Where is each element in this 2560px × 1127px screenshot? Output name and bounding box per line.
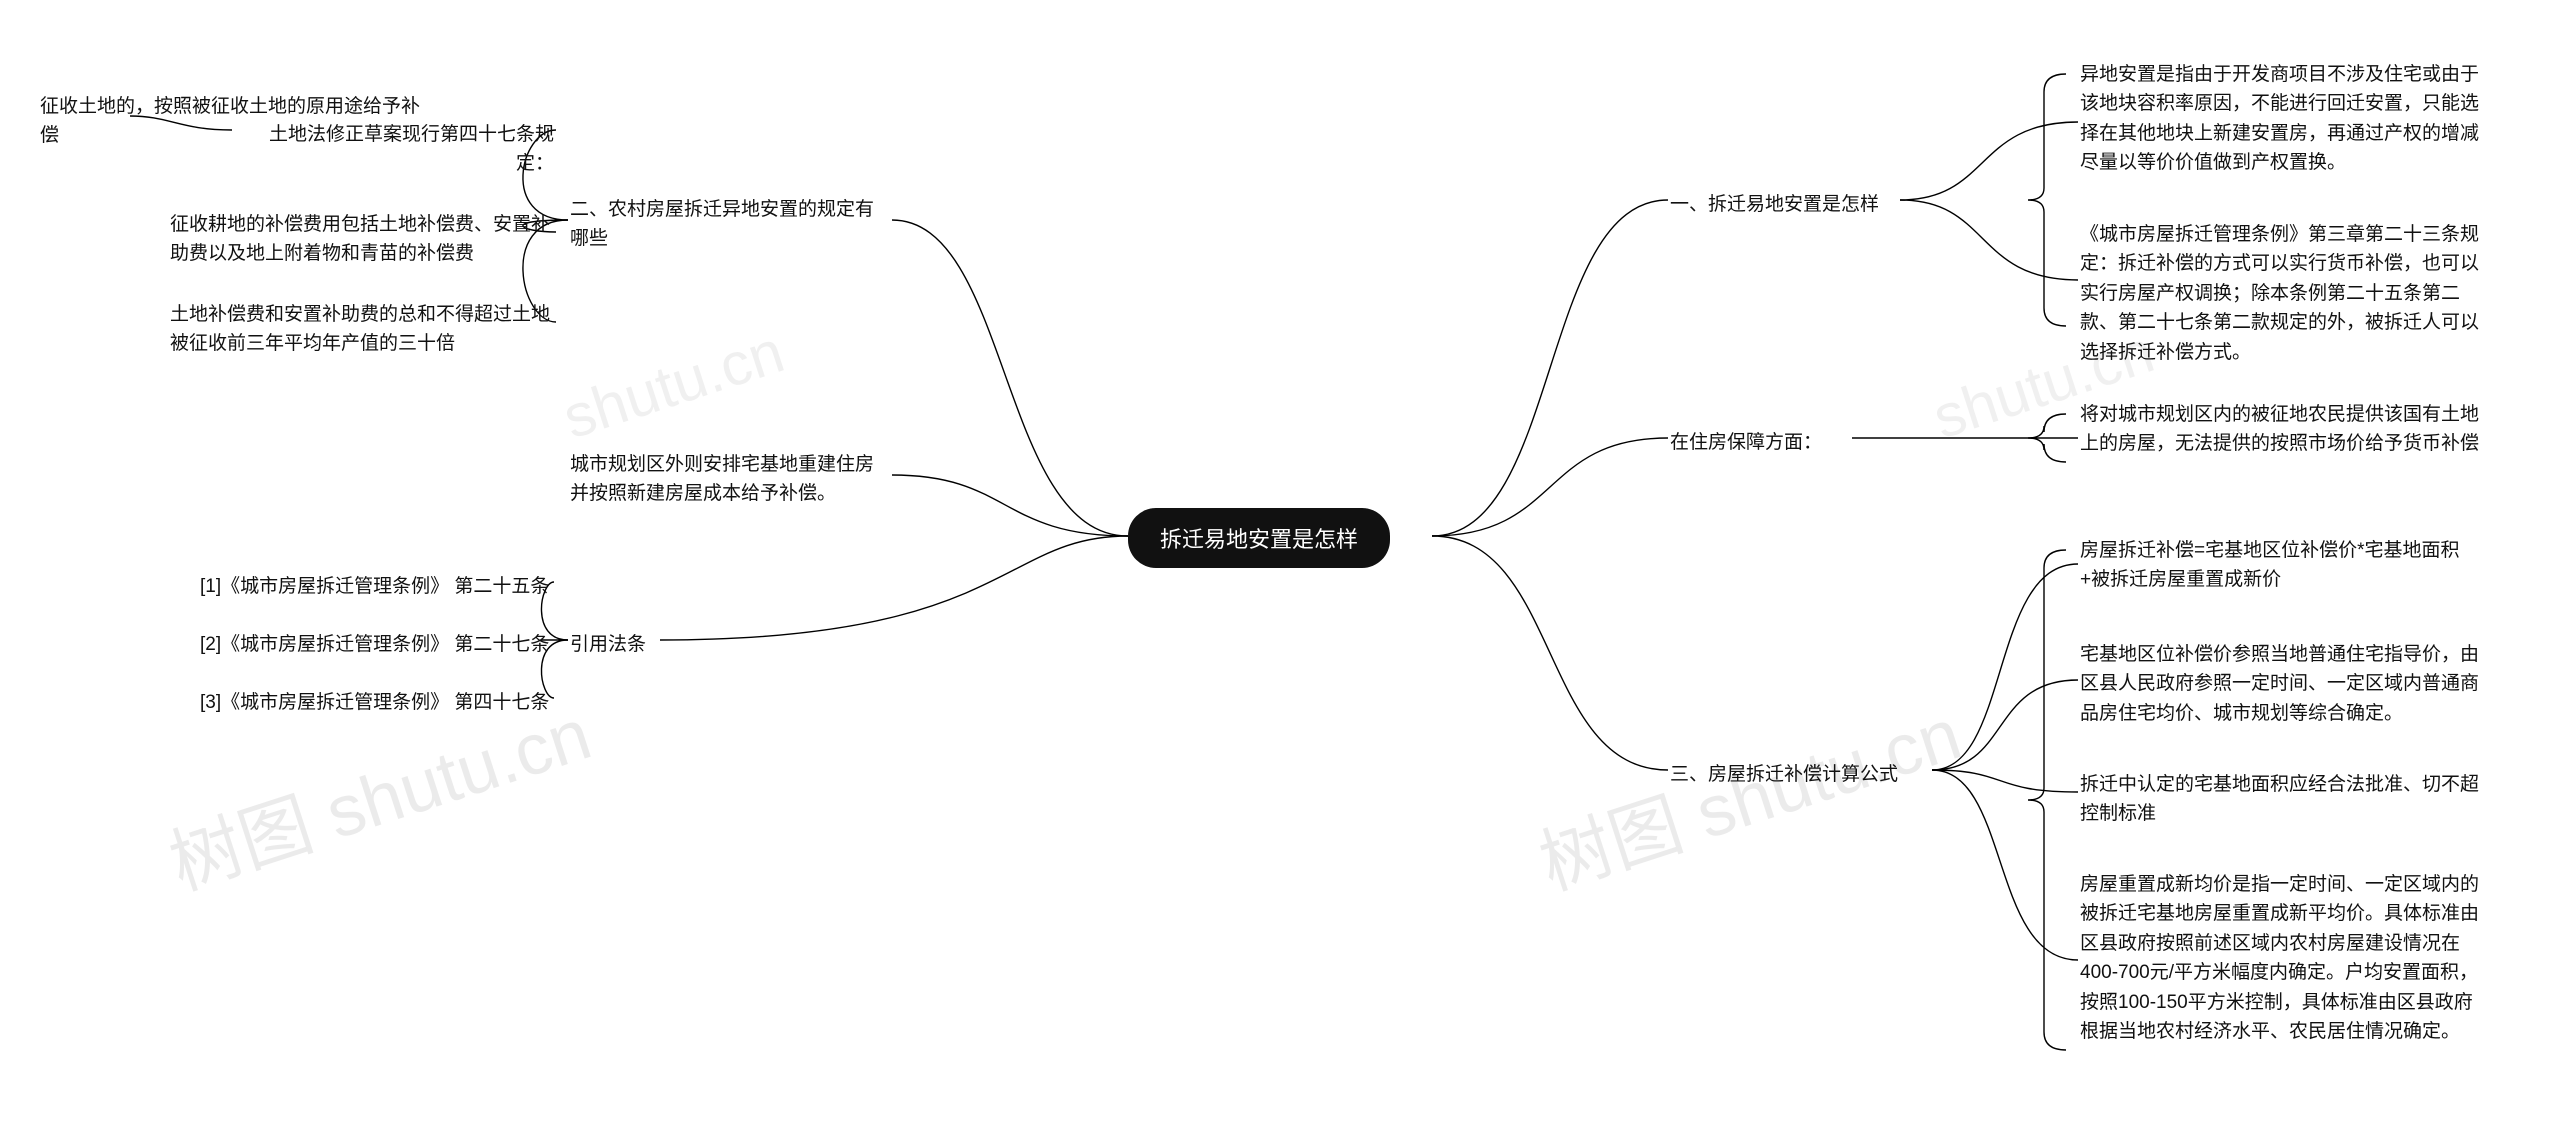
bracket	[2028, 550, 2066, 1050]
leaf-left-2-0[interactable]: [1]《城市房屋拆迁管理条例》 第二十五条	[200, 572, 552, 601]
edge	[892, 220, 1128, 536]
leaf-left-2-1[interactable]: [2]《城市房屋拆迁管理条例》 第二十七条	[200, 630, 552, 659]
leaf-right-0-1[interactable]: 《城市房屋拆迁管理条例》第三章第二十三条规定：拆迁补偿的方式可以实行货币补偿，也…	[2080, 220, 2480, 367]
leaf-left-0-1[interactable]: 征收耕地的补偿费用包括土地补偿费、安置补助费以及地上附着物和青苗的补偿费	[170, 210, 554, 269]
leaf-right-1-0[interactable]: 将对城市规划区内的被征地农民提供该国有土地上的房屋，无法提供的按照市场价给予货币…	[2080, 400, 2480, 459]
leaf-right-2-2[interactable]: 拆迁中认定的宅基地面积应经合法批准、切不超控制标准	[2080, 770, 2480, 829]
edge	[1932, 770, 2078, 960]
root-node[interactable]: 拆迁易地安置是怎样	[1128, 508, 1390, 568]
leaf-left-0-0-0[interactable]: 征收土地的，按照被征收土地的原用途给予补偿	[40, 92, 430, 151]
branch-left-0[interactable]: 二、农村房屋拆迁异地安置的规定有哪些	[570, 195, 890, 254]
leaf-right-2-3[interactable]: 房屋重置成新均价是指一定时间、一定区域内的被拆迁宅基地房屋重置成新平均价。具体标…	[2080, 870, 2480, 1047]
leaf-right-2-0[interactable]: 房屋拆迁补偿=宅基地区位补偿价*宅基地面积+被拆迁房屋重置成新价	[2080, 536, 2480, 595]
leaf-left-0-2[interactable]: 土地补偿费和安置补助费的总和不得超过土地被征收前三年平均年产值的三十倍	[170, 300, 554, 359]
edge	[1432, 536, 1668, 770]
branch-right-1[interactable]: 在住房保障方面：	[1670, 428, 1850, 457]
edge	[660, 536, 1128, 640]
branch-right-0[interactable]: 一、拆迁易地安置是怎样	[1670, 190, 1900, 219]
branch-left-1[interactable]: 城市规划区外则安排宅基地重建住房并按照新建房屋成本给予补偿。	[570, 450, 890, 509]
branch-left-2[interactable]: 引用法条	[570, 630, 660, 659]
watermark: 树图 shutu.cn	[1524, 675, 1971, 910]
leaf-left-2-2[interactable]: [3]《城市房屋拆迁管理条例》 第四十七条	[200, 688, 552, 717]
edge	[1432, 200, 1668, 536]
edge	[1432, 438, 1668, 536]
edge	[1900, 122, 2078, 200]
watermark: shutu.cn	[555, 317, 792, 453]
mindmap-canvas: 树图 shutu.cnshutu.cn树图 shutu.cnshutu.cn拆迁…	[0, 0, 2560, 1127]
branch-right-2[interactable]: 三、房屋拆迁补偿计算公式	[1670, 760, 1930, 789]
edge	[1900, 200, 2078, 280]
bracket	[2028, 74, 2066, 326]
edge	[892, 475, 1128, 536]
leaf-right-2-1[interactable]: 宅基地区位补偿价参照当地普通住宅指导价，由区县人民政府参照一定时间、一定区域内普…	[2080, 640, 2480, 728]
leaf-right-0-0[interactable]: 异地安置是指由于开发商项目不涉及住宅或由于该地块容积率原因，不能进行回迁安置，只…	[2080, 60, 2480, 178]
